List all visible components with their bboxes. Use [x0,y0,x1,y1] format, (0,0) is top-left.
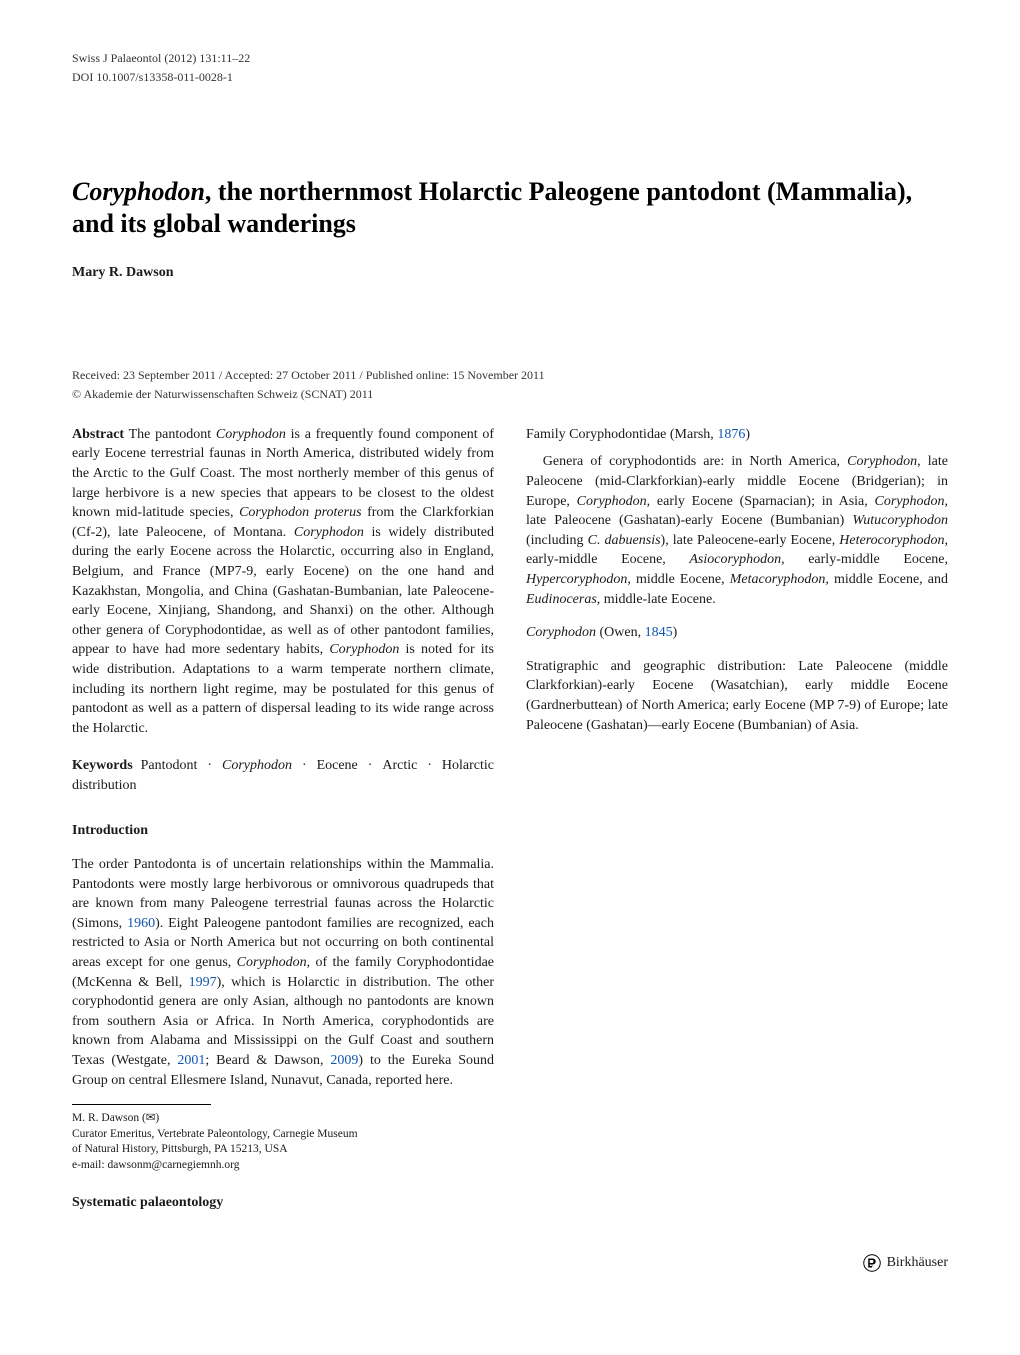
journal-citation: Swiss J Palaeontol (2012) 131:11–22 [72,50,948,67]
genera-paragraph: Genera of coryphodontids are: in North A… [526,452,948,609]
keywords-block: Keywords Pantodont · Coryphodon · Eocene… [72,756,494,795]
family-line: Family Coryphodontidae (Marsh, 1876) [526,425,948,445]
received-line: Received: 23 September 2011 / Accepted: … [72,367,948,384]
body-columns: Abstract The pantodont Coryphodon is a f… [72,425,948,1235]
copyright-line: © Akademie der Naturwissenschaften Schwe… [72,386,948,403]
author-info-rule [72,1104,211,1105]
affiliation-line-2: of Natural History, Pittsburgh, PA 15213… [72,1142,494,1158]
author-name: Mary R. Dawson [72,263,948,283]
publisher-name: Birkhäuser [887,1253,948,1273]
systematic-heading: Systematic palaeontology [72,1193,494,1213]
author-info-block: M. R. Dawson (✉) Curator Emeritus, Verte… [72,1104,494,1173]
abstract-paragraph: Abstract The pantodont Coryphodon is a f… [72,425,494,739]
author-email: e-mail: dawsonm@carnegiemnh.org [72,1158,494,1174]
affiliation-line-1: Curator Emeritus, Vertebrate Paleontolog… [72,1127,494,1143]
introduction-paragraph: The order Pantodonta is of uncertain rel… [72,855,494,1090]
stratigraphy-paragraph: Stratigraphic and geographic distributio… [526,657,948,735]
corresponding-author-line: M. R. Dawson (✉) [72,1111,494,1127]
article-title: Coryphodon, the northernmost Holarctic P… [72,176,948,241]
introduction-heading: Introduction [72,821,494,841]
doi-line: DOI 10.1007/s13358-011-0028-1 [72,69,948,86]
coryphodon-heading-line: Coryphodon (Owen, 1845) [526,623,948,643]
abstract-text: The pantodont Coryphodon is a frequently… [72,427,494,736]
birkhauser-logo-icon [863,1254,881,1272]
keywords-label: Keywords [72,758,133,773]
keywords-list: Pantodont · Coryphodon · Eocene · Arctic… [72,758,494,793]
publisher-footer: Birkhäuser [72,1253,948,1273]
title-genus-italic: Coryphodon [72,177,205,206]
abstract-label: Abstract [72,427,124,442]
